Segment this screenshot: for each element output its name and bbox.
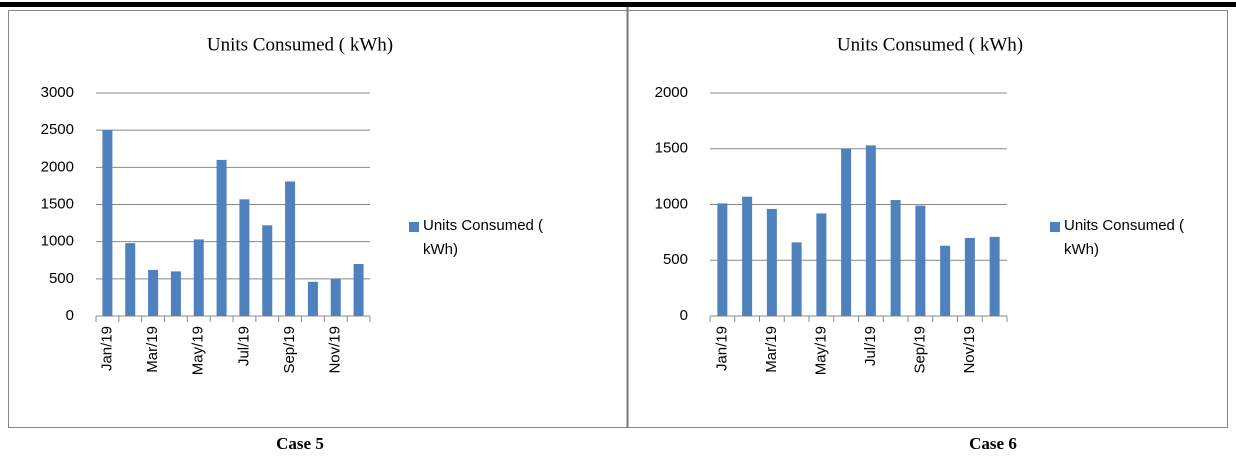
legend-label: Units Consumed ( kWh) <box>1064 217 1185 258</box>
bar <box>964 237 975 316</box>
x-tick-label: Nov/19 <box>327 326 344 374</box>
bar <box>193 239 204 316</box>
bar <box>890 200 901 316</box>
bar <box>125 243 136 316</box>
top-rule <box>0 2 1236 7</box>
y-tick-label: 2500 <box>41 121 74 138</box>
bar <box>791 242 802 316</box>
legend: Units Consumed ( kWh) <box>423 217 544 258</box>
bar <box>989 236 1000 316</box>
y-tick-label: 0 <box>680 307 688 324</box>
x-tick-label: Jul/19 <box>862 326 879 366</box>
y-tick-label: 1500 <box>41 195 74 212</box>
bar <box>216 159 227 316</box>
bar <box>262 225 273 316</box>
y-tick-label: 1000 <box>41 233 74 250</box>
bar <box>102 130 113 316</box>
x-tick-label: May/19 <box>190 326 207 375</box>
bar <box>353 263 364 316</box>
bar <box>148 269 159 316</box>
y-tick-label: 1500 <box>655 140 688 157</box>
x-tick-label: Nov/19 <box>961 326 978 374</box>
y-tick-label: 3000 <box>41 84 74 101</box>
chart-title: Units Consumed ( kWh) <box>207 34 393 55</box>
y-tick-label: 500 <box>663 251 688 268</box>
x-tick-label: Sep/19 <box>911 326 928 374</box>
y-tick-label: 2000 <box>41 158 74 175</box>
x-tick-label: Jan/19 <box>98 326 115 371</box>
x-tick-label: May/19 <box>812 326 829 375</box>
bar <box>865 145 876 316</box>
bar <box>940 245 951 316</box>
x-tick-label: Mar/19 <box>144 326 161 373</box>
y-tick-label: 500 <box>49 270 74 287</box>
x-tick-label: Sep/19 <box>281 326 298 374</box>
bar <box>742 196 753 316</box>
y-tick-label: 0 <box>66 307 74 324</box>
bar <box>307 281 318 316</box>
legend: Units Consumed ( kWh) <box>1064 217 1185 258</box>
bar <box>841 148 852 316</box>
caption: Case 5 <box>276 434 324 453</box>
caption: Case 6 <box>969 434 1017 453</box>
bar <box>766 208 777 316</box>
bar <box>330 278 341 316</box>
legend-swatch <box>1050 222 1060 232</box>
bar <box>239 199 250 316</box>
bar <box>816 213 827 316</box>
x-tick-label: Mar/19 <box>763 326 780 373</box>
bar <box>915 205 926 316</box>
bar <box>717 203 728 316</box>
y-tick-label: 1000 <box>655 195 688 212</box>
bar <box>285 181 296 316</box>
x-tick-label: Jan/19 <box>713 326 730 371</box>
legend-swatch <box>409 222 419 232</box>
y-tick-label: 2000 <box>655 84 688 101</box>
chart-title: Units Consumed ( kWh) <box>837 34 1023 55</box>
legend-label: Units Consumed ( kWh) <box>423 217 544 258</box>
bar <box>170 271 181 316</box>
x-tick-label: Jul/19 <box>235 326 252 366</box>
